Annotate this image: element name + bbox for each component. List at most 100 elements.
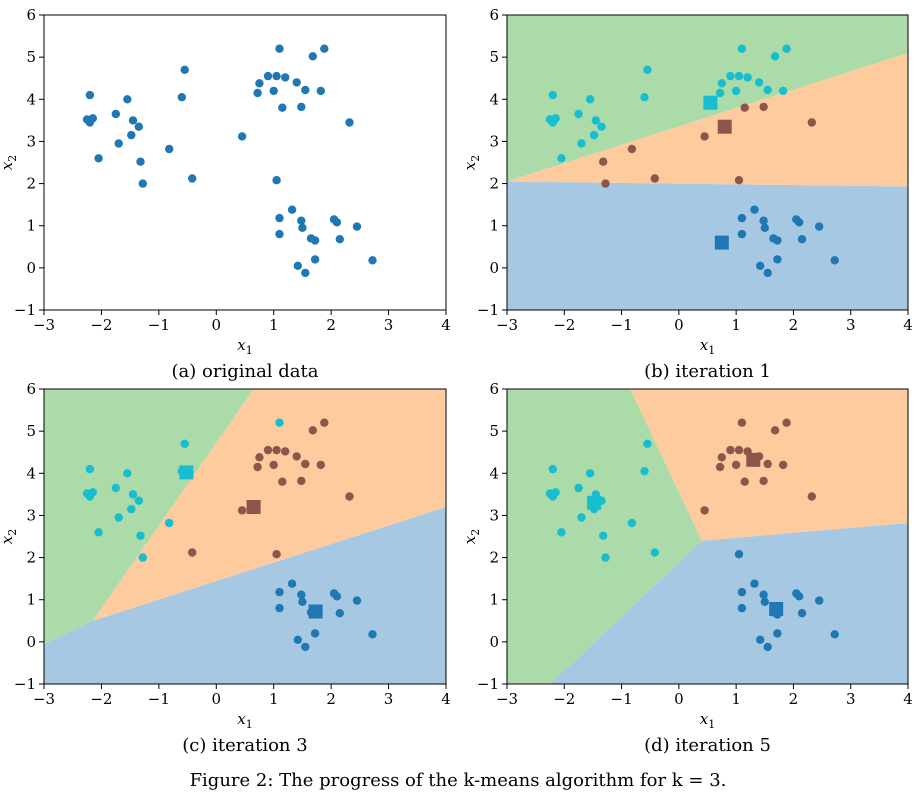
centroid-brown: [717, 119, 732, 134]
x-tick-label: 2: [789, 316, 799, 334]
data-point: [297, 102, 306, 112]
data-point: [297, 216, 306, 225]
y-tick-label: −1: [477, 301, 499, 319]
y-tick-label: 4: [26, 90, 36, 108]
data-point: [601, 553, 610, 562]
y-tick-label: 0: [489, 259, 499, 277]
data-point: [114, 513, 123, 522]
panel-a: −3 −2 −1 0 1 2 3 4 −1 0 1 2 3 4 5 6 x1 x2 (a) original dat…: [0, 6, 451, 382]
x-tick-label: −3: [496, 690, 518, 708]
data-point: [301, 85, 310, 95]
x-tick-label: −3: [496, 316, 518, 334]
data-point: [345, 492, 354, 501]
data-point: [737, 418, 747, 427]
y-tick-label: 2: [489, 549, 499, 567]
data-point: [345, 118, 354, 127]
data-point: [650, 548, 659, 557]
data-point: [316, 86, 325, 96]
y-tick-label: 1: [26, 591, 36, 609]
y-tick-label: 0: [26, 259, 36, 277]
data-point: [255, 79, 264, 88]
axes-frame: [506, 14, 909, 311]
x-tick-label: 4: [441, 690, 451, 708]
data-point: [807, 118, 816, 127]
y-tick-label: 2: [489, 175, 499, 193]
y-tick-label: 5: [489, 48, 499, 66]
centroid-brown: [746, 452, 761, 467]
data-point: [577, 513, 586, 522]
x-tick-label: −1: [148, 316, 170, 334]
x-tick-label: 1: [269, 316, 279, 334]
points: [545, 44, 839, 278]
centroid-cyan: [703, 95, 718, 110]
data-point: [737, 603, 747, 613]
y-axis-label: x2: [0, 155, 19, 170]
data-point: [737, 587, 747, 597]
y-tick-label: 3: [489, 132, 499, 150]
x-tick-label: 3: [846, 316, 856, 334]
x-tick-label: 4: [903, 316, 913, 334]
data-point: [263, 445, 273, 455]
data-point: [85, 90, 95, 100]
x-tick-label: 3: [846, 690, 856, 708]
region-orange: [507, 52, 908, 187]
data-point: [815, 222, 824, 231]
data-point: [123, 469, 132, 478]
data-point: [127, 130, 136, 140]
data-point: [643, 439, 652, 448]
data-point: [640, 93, 649, 102]
y-tick-label: 6: [26, 380, 36, 398]
data-point: [773, 255, 782, 264]
data-point: [301, 642, 310, 652]
x-tick-label: −1: [611, 690, 633, 708]
data-point: [759, 102, 768, 112]
data-point: [815, 596, 824, 605]
centroid-cyan: [179, 465, 194, 480]
data-point: [597, 122, 606, 131]
centroid-blue: [769, 602, 784, 616]
data-point: [281, 73, 290, 82]
data-point: [763, 85, 772, 95]
data-point: [177, 93, 186, 102]
data-point: [237, 506, 247, 515]
data-point: [310, 629, 320, 638]
regions: [507, 389, 908, 684]
y-tick-label: 2: [26, 175, 36, 193]
centroid-brown: [246, 500, 261, 514]
data-point: [717, 453, 726, 462]
y-tick-label: 5: [489, 422, 499, 440]
data-point: [591, 116, 600, 125]
data-point: [715, 88, 725, 98]
data-point: [275, 603, 284, 613]
y-tick-label: 6: [489, 6, 499, 24]
data-point: [734, 445, 744, 455]
data-point: [734, 550, 744, 559]
data-point: [715, 462, 725, 472]
y-tick-label: 6: [489, 380, 499, 398]
data-point: [138, 179, 147, 188]
data-point: [275, 587, 284, 597]
data-point: [278, 103, 287, 112]
data-point: [281, 447, 290, 456]
data-point: [599, 531, 608, 540]
data-point: [272, 445, 281, 455]
data-point: [797, 609, 807, 618]
y-tick-label: −1: [14, 675, 36, 693]
y-tick-label: 4: [489, 464, 499, 482]
data-point: [310, 236, 320, 245]
data-point: [269, 460, 278, 470]
y-tick-label: −1: [14, 301, 36, 319]
data-point: [778, 86, 788, 96]
data-point: [293, 261, 302, 270]
x-tick-label: 0: [212, 690, 222, 708]
data-point: [332, 218, 342, 227]
data-point: [255, 453, 264, 462]
y-tick-label: −1: [477, 675, 499, 693]
data-point: [717, 79, 726, 88]
data-point: [138, 553, 147, 562]
region-blue: [507, 181, 908, 310]
data-point: [577, 139, 586, 148]
data-point: [293, 635, 302, 644]
data-point: [734, 71, 744, 81]
y-tick-label: 4: [489, 90, 499, 108]
